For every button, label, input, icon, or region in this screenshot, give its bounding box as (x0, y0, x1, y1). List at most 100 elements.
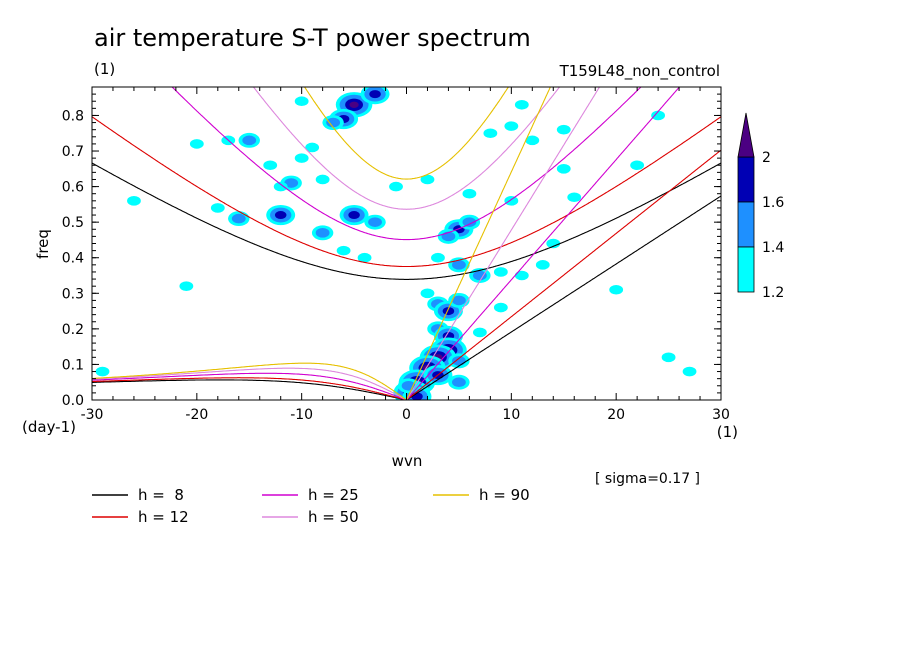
x-axis-label: wvn (392, 452, 423, 470)
curve-rossby-h90 (92, 362, 406, 400)
contour-blob-61-l0 (420, 174, 435, 185)
contour-blob-3-l2 (369, 90, 381, 99)
dispersion-curves (92, 87, 721, 400)
x-tick-label-3: 0 (402, 407, 411, 423)
x-tick-label-0: -30 (81, 407, 104, 423)
x-unit-label: (1) (717, 423, 738, 441)
contour-blob-23-l0 (431, 252, 445, 263)
contour-blob-65-l0 (127, 196, 141, 206)
y-tick-label-4: 0.4 (62, 251, 84, 267)
contour-blob-45-l0 (514, 270, 529, 281)
colorbar-label-0: 1.2 (762, 285, 784, 301)
curve-ig-h90 (303, 87, 510, 180)
contour-blob-8-l0 (305, 142, 320, 153)
curve-kelvin-h8 (406, 195, 721, 400)
contour-blob-4-l1 (242, 135, 257, 146)
contour-blob-29-l2 (442, 307, 455, 316)
contour-blob-58-l0 (609, 284, 624, 295)
contour-blob-13-l1 (231, 213, 246, 224)
sigma-note: [ sigma=0.17 ] (595, 471, 700, 487)
contour-blob-24-l1 (452, 260, 466, 270)
curve-ig-h50 (252, 87, 561, 210)
contour-blob-17-l0 (357, 252, 372, 263)
contour-blob-11-l0 (315, 174, 330, 185)
contour-blob-57-l0 (682, 366, 697, 377)
contour-blob-44-l0 (493, 302, 508, 313)
contour-blob-43-l0 (472, 327, 487, 338)
contour-blob-25-l1 (472, 270, 487, 281)
plot-frame (91, 86, 722, 401)
legend-label-2: h = 25 (308, 486, 359, 504)
colorbar-label-2: 1.6 (762, 195, 784, 211)
y-tick-label-3: 0.3 (62, 286, 84, 302)
contour-blob-51-l0 (504, 121, 519, 131)
contour-blob-54-l0 (567, 192, 582, 203)
curve-rossby-h25 (92, 372, 406, 400)
contour-blob-18-l1 (368, 217, 382, 227)
curve-kelvin-h90 (405, 87, 551, 400)
colorbar-segment-2 (737, 246, 755, 293)
contour-blob-42-l1 (452, 356, 466, 366)
legend-label-1: h = 12 (138, 508, 189, 526)
contour-blob-10-l0 (273, 181, 288, 192)
contour-blob-14-l2 (274, 211, 287, 220)
contour-blob-64-l0 (179, 281, 194, 291)
curve-rossby-h50 (92, 367, 406, 400)
legend-label-3: h = 50 (308, 508, 359, 526)
contour-blob-55-l0 (630, 160, 645, 171)
colorbar-segment-0 (737, 156, 755, 203)
curve-rossby-h12 (92, 377, 406, 400)
x-tick-label-5: 20 (607, 407, 625, 423)
x-tick-label-4: 10 (502, 407, 520, 423)
contour-blob-67-l0 (651, 110, 665, 121)
axes: -30 -20 -10 0 10 20 30 0.0 0.1 0.2 0.3 0.4 0.5 0.6 0.7… (62, 87, 730, 423)
curve-ig-h8 (92, 162, 721, 280)
y-tick-label-5: 0.5 (62, 215, 84, 231)
colorbar-segment-1 (737, 201, 755, 248)
contour-blob-62-l0 (389, 181, 403, 192)
curve-kelvin-h12 (406, 149, 721, 400)
contour-blob-63-l0 (189, 139, 204, 149)
contour-blob-59-l0 (504, 196, 519, 206)
chart-title: air temperature S-T power spectrum (94, 24, 531, 52)
contour-blob-46-l0 (535, 260, 550, 270)
colorbar-arrow (737, 112, 755, 158)
contour-blob-68-l0 (95, 366, 110, 377)
x-tick-label-6: 30 (712, 407, 730, 423)
contour-blob-47-l0 (546, 238, 561, 249)
contour-blob-53-l0 (514, 99, 529, 110)
contour-blob-60-l0 (462, 188, 477, 199)
contour-blob-16-l0 (336, 245, 351, 256)
contour-blob-52-l0 (483, 128, 498, 139)
contour-blob-9-l1 (284, 178, 299, 188)
legend: h = 8 h = 12 h = 25 h = 50 h = 90 (92, 486, 530, 526)
curve-ig-h25 (171, 87, 642, 241)
y-tick-label-8: 0.8 (62, 108, 84, 124)
contour-blob-49-l0 (556, 124, 571, 135)
y-tick-label-7: 0.7 (62, 144, 84, 160)
contour-blob-6-l0 (263, 160, 278, 171)
contour-blob-0-l3 (349, 101, 359, 108)
legend-label-4: h = 90 (479, 486, 530, 504)
curve-ig-h12 (92, 116, 721, 268)
y-unit-label: (day-1) (22, 418, 76, 436)
contour-blob-28-l0 (420, 288, 435, 299)
contour-blob-19-l2 (348, 211, 360, 220)
y-tick-label-0: 0.0 (62, 393, 84, 409)
contour-blob-21-l1 (462, 217, 477, 227)
contour-blob-50-l0 (525, 135, 540, 146)
contour-blob-2-l1 (326, 117, 341, 128)
contour-blob-41-l1 (452, 377, 466, 388)
contour-blob-7-l0 (294, 153, 309, 163)
contour-blob-56-l0 (661, 352, 676, 363)
run-label: T159L48_non_control (559, 62, 720, 81)
contour-blob-66-l0 (294, 96, 309, 107)
shaded-contours (95, 87, 697, 400)
units-label: (1) (94, 60, 115, 78)
contour-blob-30-l1 (452, 295, 466, 306)
contour-blob-48-l0 (556, 164, 571, 174)
y-tick-label-1: 0.1 (62, 357, 84, 373)
y-tick-label-6: 0.6 (62, 180, 84, 196)
y-axis-label: freq (34, 229, 52, 259)
